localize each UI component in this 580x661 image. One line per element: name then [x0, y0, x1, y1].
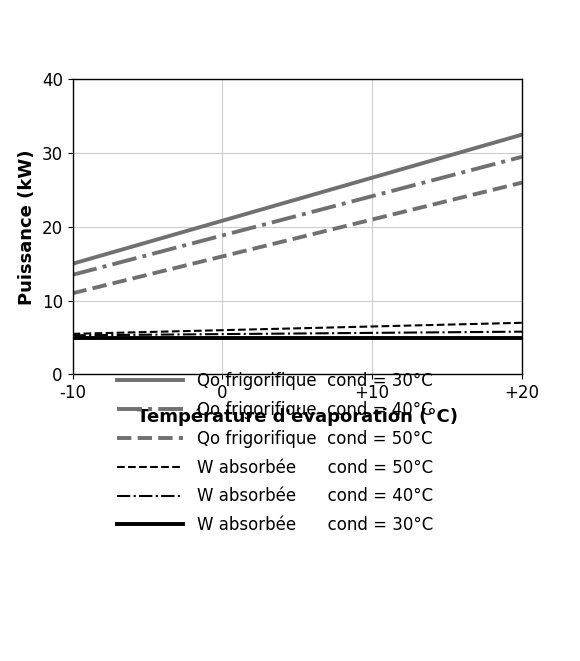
Legend: Qo frigorifique  cond = 30°C, Qo frigorifique  cond = 40°C, Qo frigorifique  con: Qo frigorifique cond = 30°C, Qo frigorif…: [117, 372, 433, 534]
Y-axis label: Puissance (kW): Puissance (kW): [18, 149, 36, 305]
X-axis label: Température d'évaporation (°C): Température d'évaporation (°C): [137, 408, 458, 426]
